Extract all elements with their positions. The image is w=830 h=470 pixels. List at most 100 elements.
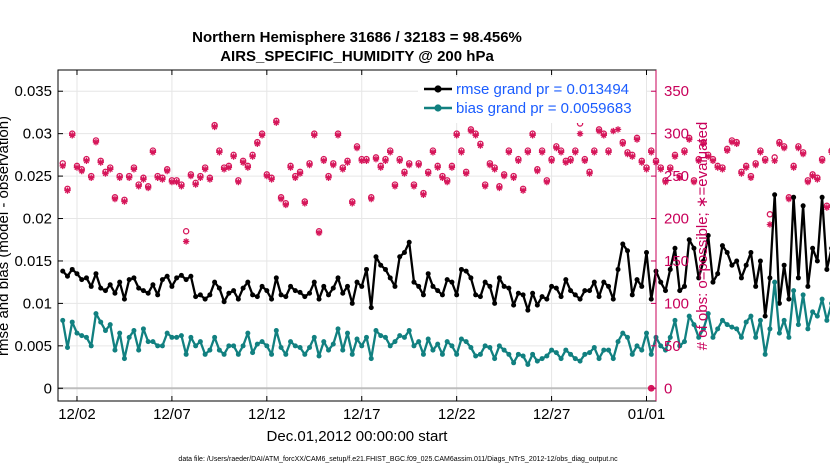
rmse-point — [677, 288, 683, 294]
obs-evaluated-point — [140, 176, 147, 183]
bias-point — [283, 351, 289, 357]
obs-evaluated-point — [491, 166, 498, 173]
bias-point — [700, 326, 706, 332]
rmse-point — [235, 296, 241, 302]
rmse-point — [112, 290, 118, 296]
obs-evaluated-point — [624, 150, 631, 158]
obs-evaluated-point — [723, 147, 731, 154]
bias-point — [620, 330, 626, 336]
bias-point — [311, 334, 317, 340]
obs-evaluated-point — [353, 144, 361, 152]
rmse-point — [753, 283, 759, 289]
rmse-point — [791, 194, 797, 200]
bias-point — [387, 343, 393, 349]
rmse-point — [297, 289, 303, 295]
bias-point — [269, 351, 275, 357]
obs-evaluated-point — [481, 183, 489, 190]
rmse-point — [572, 292, 578, 298]
obs-evaluated-point — [572, 149, 579, 156]
obs-evaluated-point — [358, 157, 365, 165]
bias-point — [197, 339, 203, 345]
obs-evaluated-point — [69, 132, 76, 139]
obs-evaluated-point — [719, 166, 726, 173]
bias-point — [240, 343, 246, 349]
rmse-point — [819, 194, 825, 200]
bias-point — [629, 351, 635, 357]
rmse-point — [634, 277, 640, 283]
bias-point — [772, 279, 778, 285]
obs-evaluated-point — [330, 161, 337, 169]
rmse-series-line — [61, 193, 830, 318]
bias-point — [316, 353, 322, 359]
bias-point — [577, 358, 583, 364]
rmse-point — [397, 254, 403, 260]
bias-point — [297, 345, 303, 351]
rmse-point — [387, 275, 393, 281]
bias-point — [729, 324, 735, 330]
y-tick-label: 0 — [44, 380, 52, 397]
bias-point — [572, 356, 578, 362]
rmse-point — [549, 283, 555, 289]
obs-evaluated-point — [206, 176, 214, 183]
bias-point — [734, 326, 740, 332]
bias-point — [511, 360, 517, 366]
y-tick-label: 0.02 — [23, 211, 52, 228]
obs-evaluated-point — [325, 174, 332, 181]
obs-evaluated-point — [752, 161, 759, 169]
obs-evaluated-point — [154, 174, 161, 181]
obs-evaluated-point — [368, 195, 375, 203]
rmse-point — [69, 266, 75, 272]
bias-point — [691, 322, 697, 328]
bias-point — [677, 343, 683, 349]
obs-evaluated-point — [216, 149, 223, 156]
bias-point — [587, 350, 593, 356]
bias-point — [131, 328, 137, 334]
obs-evaluated-point — [814, 176, 821, 183]
obs-evaluated-point — [633, 136, 641, 143]
rmse-point — [458, 266, 464, 272]
y-axis-right-label: # of obs: o=possible; ∗=evaluated — [694, 122, 711, 351]
obs-evaluated-point — [292, 174, 299, 181]
obs-evaluated-point — [529, 132, 536, 139]
rmse-point — [278, 292, 284, 298]
obs-evaluated-point — [344, 159, 351, 166]
bias-point — [79, 333, 85, 339]
obs-evaluated-point — [790, 164, 797, 171]
y-right-tick-label: 250 — [664, 168, 689, 185]
obs-evaluated-point — [235, 178, 242, 186]
bias-point — [193, 343, 199, 349]
obs-evaluated-point — [83, 157, 90, 165]
y-right-tick-label: 150 — [664, 253, 689, 270]
obs-evaluated-point — [477, 142, 484, 149]
obs-evaluated-point — [311, 132, 318, 139]
bias-point — [74, 330, 80, 336]
bias-point — [748, 313, 754, 319]
obs-evaluated-point — [695, 157, 702, 165]
bias-point — [202, 351, 208, 357]
y-tick-label: 0.03 — [23, 126, 52, 143]
bias-point — [221, 351, 227, 357]
rmse-point — [311, 279, 317, 285]
obs-evaluated-point — [643, 166, 650, 173]
bias-point — [359, 343, 365, 349]
bias-point — [292, 343, 298, 349]
rmse-point — [411, 279, 417, 285]
obs-evaluated-point — [201, 166, 209, 173]
bias-point — [155, 343, 161, 349]
obs-evaluated-point — [795, 144, 802, 152]
rmse-point — [216, 285, 222, 291]
rmse-point — [444, 277, 450, 283]
x-tick-label: 12/17 — [343, 406, 381, 423]
bias-point — [330, 341, 336, 347]
obs-evaluated-point — [296, 170, 304, 177]
bias-point — [814, 313, 820, 319]
obs-evaluated-point — [581, 157, 589, 165]
rmse-point — [212, 279, 218, 285]
rmse-point — [335, 275, 341, 281]
legend-rmse-marker — [434, 85, 442, 93]
rmse-point — [606, 283, 612, 289]
bias-point — [596, 356, 602, 362]
obs-evaluated-point — [149, 149, 157, 156]
bias-point — [354, 336, 360, 342]
rmse-point — [288, 283, 294, 289]
